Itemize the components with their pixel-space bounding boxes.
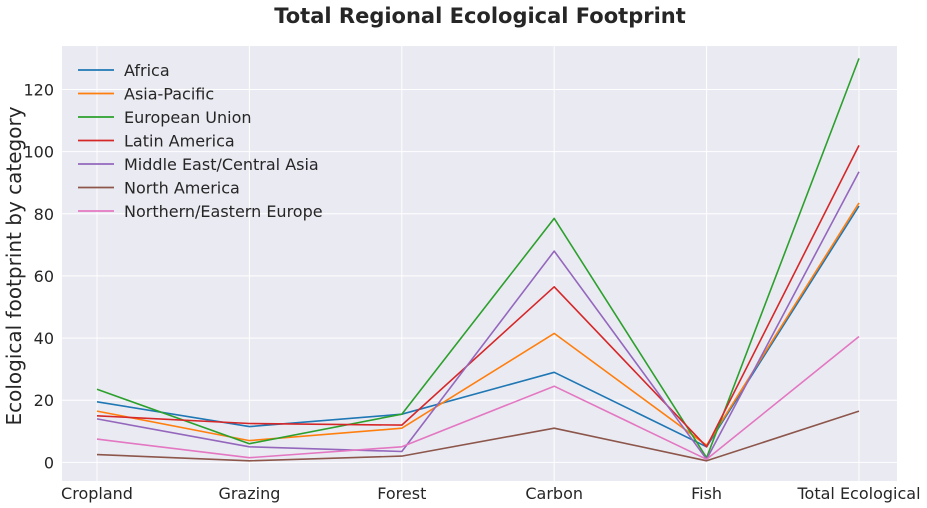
series-line [96, 171, 860, 461]
series-line [96, 145, 860, 448]
legend: Africa Asia-Pacific European Union Latin Am… [78, 61, 323, 221]
legend-item: Africa [78, 61, 170, 80]
legend-item: Asia-Pacific [78, 85, 214, 104]
legend-item: North America [78, 179, 240, 198]
x-tick-label: Forest [377, 484, 426, 503]
x-tick-label: Carbon [525, 484, 583, 503]
legend-item: Latin America [78, 132, 235, 151]
y-axis-ticks: 0 20 40 60 80 100 120 [23, 81, 54, 473]
y-tick-label: 0 [44, 453, 54, 472]
legend-label: North America [124, 179, 240, 198]
x-tick-label: Grazing [218, 484, 280, 503]
legend-label: Latin America [124, 132, 235, 151]
y-tick-label: 60 [34, 267, 54, 286]
y-tick-label: 120 [23, 81, 54, 100]
legend-label: Asia-Pacific [124, 85, 214, 104]
x-axis-ticks: Cropland Grazing Forest Carbon Fish Total Eco… [61, 484, 920, 503]
y-tick-label: 40 [34, 329, 54, 348]
y-tick-label: 100 [23, 143, 54, 162]
gridlines [62, 46, 897, 481]
legend-item: European Union [78, 108, 252, 127]
legend-item: Northern/Eastern Europe [78, 202, 323, 221]
legend-label: European Union [124, 108, 252, 127]
series-line [96, 58, 860, 459]
series-lines [96, 58, 860, 462]
y-tick-label: 20 [34, 391, 54, 410]
plot-area [62, 46, 897, 481]
x-tick-label: Total Ecological [796, 484, 920, 503]
y-axis-label: Ecological footprint by category [2, 106, 26, 425]
chart-title: Total Regional Ecological Footprint [274, 4, 686, 28]
legend-item: Middle East/Central Asia [78, 155, 319, 174]
y-tick-label: 80 [34, 205, 54, 224]
legend-label: Africa [124, 61, 170, 80]
x-tick-label: Cropland [61, 484, 133, 503]
x-tick-label: Fish [691, 484, 722, 503]
series-line [96, 335, 860, 461]
series-line [96, 202, 860, 447]
series-line [96, 410, 860, 462]
legend-label: Middle East/Central Asia [124, 155, 319, 174]
legend-label: Northern/Eastern Europe [124, 202, 323, 221]
